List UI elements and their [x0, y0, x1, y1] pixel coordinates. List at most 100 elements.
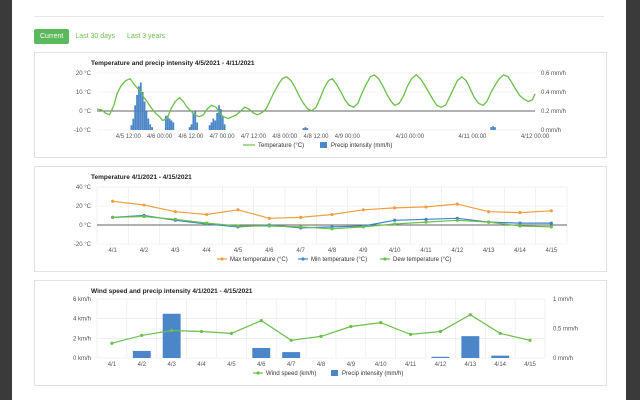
y-axis-tick-left: 0 °C — [79, 109, 91, 115]
precip-bar — [132, 350, 151, 358]
x-axis-tick: 4/10 — [375, 362, 387, 368]
x-axis-tick: 4/6 — [265, 248, 274, 254]
precip-bar — [194, 111, 197, 130]
x-axis-tick: 4/9 00:00 — [335, 134, 361, 140]
tab-last-30-days[interactable]: Last 30 days — [75, 32, 116, 40]
chart-title: Wind speed and precip intensity 4/1/2021… — [91, 288, 253, 295]
wind-point — [110, 341, 114, 345]
series-point-0 — [236, 208, 240, 212]
legend-marker — [383, 257, 387, 261]
legend-entry: Dew temperature (°C) — [393, 257, 451, 263]
precip-bar — [304, 127, 307, 130]
x-axis-tick: 4/2 — [138, 362, 147, 368]
chart-card-wind-precip: Wind speed and precip intensity 4/1/2021… — [34, 280, 607, 386]
tab-current[interactable]: Current — [34, 28, 70, 44]
x-axis-tick: 4/13 — [464, 362, 476, 368]
y-axis-tick-right: 0.6 mm/h — [541, 71, 566, 77]
precip-bar — [147, 118, 150, 130]
x-axis-tick: 4/12 — [435, 362, 447, 368]
x-axis-tick: 4/7 — [287, 362, 296, 368]
legend-swatch-precip — [331, 370, 338, 376]
x-axis-tick: 4/8 12:00 — [303, 134, 329, 140]
x-axis-tick: 4/7 12:00 — [241, 134, 267, 140]
wind-point — [289, 338, 293, 342]
x-axis-tick: 4/8 00:00 — [272, 134, 298, 140]
wind-point — [319, 334, 323, 338]
precip-bar — [282, 352, 301, 358]
precip-bar — [196, 122, 199, 130]
y-axis-tick-right: 0.2 mm/h — [541, 109, 566, 115]
precip-bar — [190, 124, 193, 130]
y-axis-tick-left: 10 °C — [76, 90, 92, 96]
x-axis-tick: 4/4 — [202, 248, 211, 254]
series-point-0 — [267, 216, 271, 220]
precip-bar — [141, 92, 144, 130]
precip-bar — [223, 124, 226, 130]
precip-bar — [130, 125, 133, 130]
precip-bar — [172, 122, 175, 130]
precip-bar — [149, 124, 152, 130]
x-axis-tick: 4/9 — [347, 362, 356, 368]
precip-bar — [218, 105, 220, 130]
series-point-2 — [267, 224, 271, 228]
precip-bar — [136, 94, 138, 130]
x-axis-tick: 4/11 00:00 — [458, 134, 487, 140]
range-tabs: Current Last 30 days Last 3 years — [34, 28, 171, 44]
x-axis-tick: 4/12 00:00 — [521, 134, 550, 140]
divider — [34, 16, 604, 17]
series-point-0 — [455, 202, 459, 206]
temperature-line — [96, 74, 536, 122]
series-point-2 — [424, 220, 428, 224]
series-point-2 — [549, 225, 553, 229]
wind-point — [170, 328, 174, 333]
precip-bar — [302, 128, 305, 130]
x-axis-tick: 4/11 — [405, 362, 417, 368]
chart-temp-precip-short: Temperature and precip intensity 4/5/202… — [74, 60, 566, 149]
wind-point — [409, 332, 413, 336]
y-axis-tick-left: 4 km/h — [73, 317, 91, 323]
precip-bar — [192, 112, 195, 130]
chart-temperature: Temperature 4/1/2021 - 4/15/2021 40 °C 20… — [74, 174, 568, 263]
series-point-2 — [518, 224, 522, 228]
series-point-2 — [361, 225, 365, 229]
series-point-1 — [549, 221, 553, 225]
x-axis-tick: 4/5 — [234, 248, 243, 254]
series-point-0 — [549, 209, 553, 213]
x-axis-tick: 4/5 12:00 — [116, 134, 142, 140]
precip-bar — [212, 118, 215, 130]
x-axis-tick: 4/3 — [171, 248, 180, 254]
precip-bar — [134, 105, 137, 130]
y-axis-tick-left: 6 km/h — [73, 297, 91, 303]
wind-point — [438, 329, 443, 334]
precip-bar — [166, 115, 169, 130]
x-axis-tick: 4/14 — [494, 362, 506, 368]
y-axis-tick-left: -20 °C — [74, 242, 92, 248]
y-axis-tick-left: 20 °C — [76, 71, 92, 77]
wind-point — [379, 321, 383, 325]
series-point-2 — [330, 227, 334, 231]
series-point-0 — [361, 208, 365, 212]
series-point-0 — [111, 199, 115, 203]
series-point-2 — [205, 221, 209, 225]
y-axis-tick-left: 0 °C — [79, 223, 91, 229]
x-axis-tick: 4/13 — [483, 248, 495, 254]
series-point-2 — [142, 214, 146, 219]
tab-last-3-years[interactable]: Last 3 years — [127, 32, 166, 40]
series-point-2 — [173, 217, 177, 221]
precip-bar — [162, 313, 181, 358]
series-point-0 — [173, 210, 177, 214]
precip-bar — [145, 111, 148, 130]
page: Current Last 30 days Last 3 years Temper… — [12, 0, 626, 400]
x-axis-tick: 4/3 — [167, 362, 176, 368]
precip-bar — [492, 126, 494, 130]
x-axis-tick: 4/15 — [545, 248, 557, 254]
precip-bar — [219, 109, 222, 130]
x-axis-tick: 4/6 — [257, 362, 266, 368]
x-axis-tick: 4/4 — [197, 362, 206, 368]
precip-bar — [461, 336, 480, 358]
series-point-2 — [393, 222, 397, 226]
wind-point — [199, 329, 204, 334]
precip-bar — [168, 118, 171, 130]
legend-wind: Wind speed (km/h) — [266, 371, 316, 377]
series-point-0 — [393, 206, 397, 210]
